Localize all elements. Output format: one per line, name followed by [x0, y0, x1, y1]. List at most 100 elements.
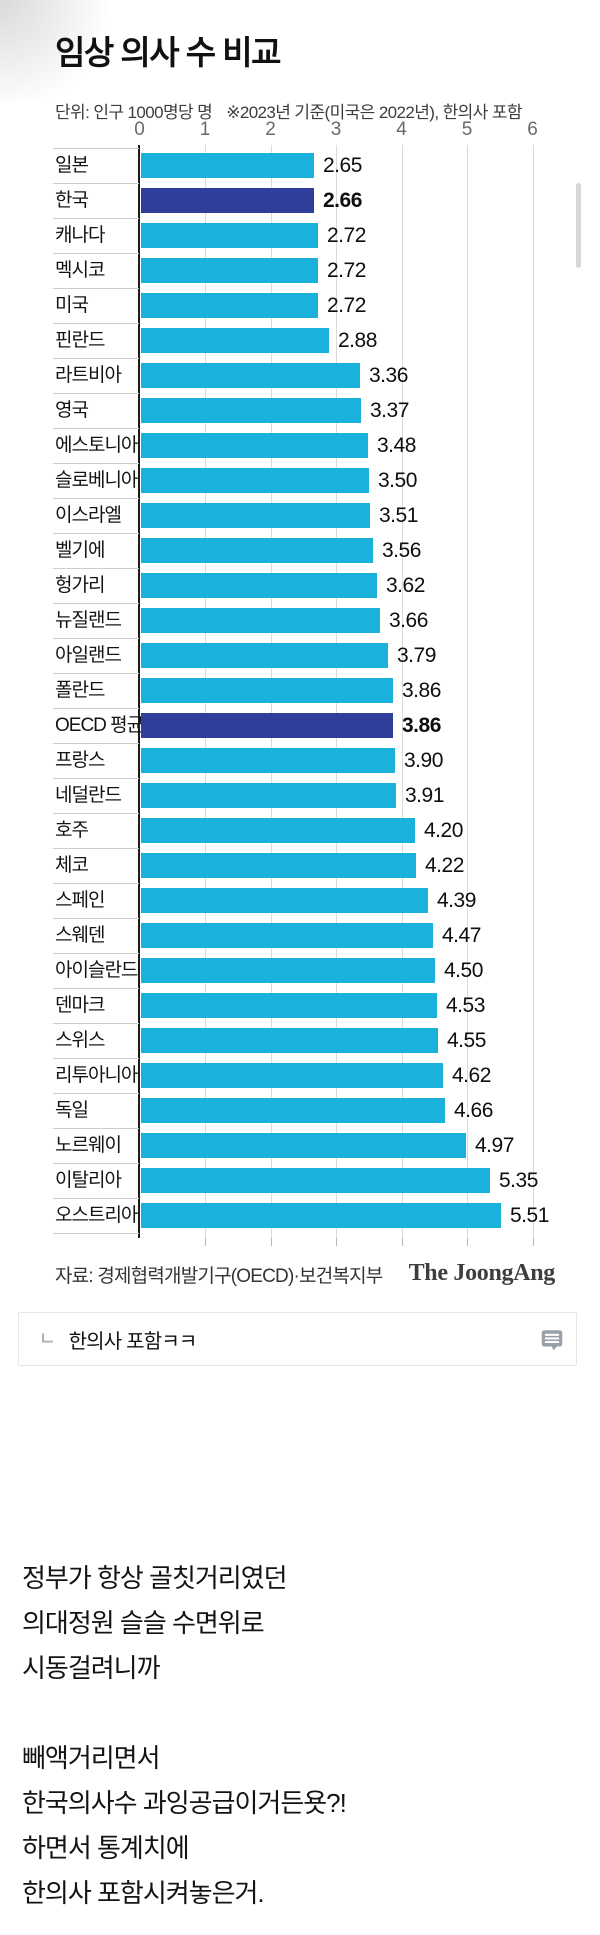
row-separator: [53, 883, 139, 884]
axis-tick: [467, 1238, 468, 1246]
bar: [141, 188, 314, 213]
row-separator: [53, 428, 139, 429]
commentary-line: 한국의사수 과잉공급이거든욧?!: [22, 1788, 347, 1818]
x-tick-label: 3: [330, 119, 342, 140]
bar-label: 슬로베니아: [55, 470, 138, 491]
bar-label: 덴마크: [55, 995, 105, 1016]
bar-value: 2.88: [338, 329, 377, 352]
chart-source: 자료: 경제협력개발기구(OECD)·보건복지부: [55, 1266, 383, 1287]
bar-value: 5.35: [499, 1169, 538, 1192]
row-separator: [53, 183, 139, 184]
row-separator: [53, 218, 139, 219]
bar: [141, 573, 377, 598]
bar-label: 이탈리아: [55, 1170, 122, 1191]
bar-value: 4.53: [446, 994, 485, 1017]
bar: [141, 888, 428, 913]
bar: [141, 748, 395, 773]
bar-value: 3.91: [405, 784, 444, 807]
bar-label: 한국: [55, 190, 89, 211]
bar-label: OECD 평균: [55, 715, 144, 736]
commentary-block: 정부가 항상 골칫거리였던 의대정원 슬슬 수면위로 시동걸려니까 빼액거리면서 한국…: [22, 1556, 347, 1916]
row-separator: [53, 988, 139, 989]
row-separator: [53, 1163, 139, 1164]
bar-value: 3.66: [389, 609, 428, 632]
commentary-line: 빼액거리면서: [22, 1743, 161, 1773]
bar-value: 4.20: [424, 819, 463, 842]
row-separator: [53, 813, 139, 814]
bar-value: 3.36: [369, 364, 408, 387]
bar: [141, 153, 314, 178]
bar-value: 3.51: [379, 504, 418, 527]
commentary-line: [22, 1691, 346, 1736]
bar: [141, 1098, 445, 1123]
row-separator: [53, 708, 139, 709]
bar: [141, 398, 361, 423]
bar-label: 폴란드: [55, 680, 105, 701]
row-separator: [53, 498, 139, 499]
bar: [141, 853, 416, 878]
bar-value: 4.97: [475, 1134, 514, 1157]
bar-label: 체코: [55, 855, 89, 876]
row-separator: [53, 1233, 139, 1234]
comment-text: 한의사 포함ㅋㅋ: [68, 1330, 198, 1353]
row-separator: [53, 1023, 139, 1024]
x-tick-label: 4: [396, 119, 407, 140]
commentary-line: 정부가 항상 골칫거리였던: [22, 1563, 288, 1593]
bar: [141, 1133, 466, 1158]
bar: [141, 223, 318, 248]
x-tick-label: 1: [199, 119, 211, 140]
axis-tick: [401, 1238, 403, 1246]
x-tick-label: 6: [527, 119, 538, 140]
bar: [141, 328, 329, 353]
bar-label: 호주: [55, 820, 89, 841]
bar-value: 3.90: [404, 749, 443, 772]
bar-label: 미국: [55, 295, 89, 316]
bar-label: 네덜란드: [55, 785, 122, 806]
bar: [141, 783, 396, 808]
row-separator: [53, 288, 139, 289]
bar: [141, 258, 318, 283]
row-separator: [53, 778, 139, 779]
comment-item[interactable]: ㄴ 한의사 포함ㅋㅋ: [18, 1312, 577, 1366]
bar-value: 4.66: [454, 1099, 493, 1122]
bar-value: 3.37: [370, 399, 409, 422]
row-separator: [53, 533, 139, 534]
bar-label: 라트비아: [55, 365, 122, 386]
row-separator: [53, 603, 139, 604]
bar-label: 스위스: [55, 1030, 105, 1051]
row-separator: [53, 1198, 139, 1199]
bar: [141, 433, 368, 458]
bar-value: 2.66: [323, 189, 362, 212]
grid-line: [401, 145, 403, 1238]
bar-label: 캐나다: [55, 225, 105, 246]
bar-value: 3.56: [382, 539, 421, 562]
row-separator: [53, 673, 139, 674]
bar: [141, 608, 380, 633]
x-tick-label: 5: [461, 119, 473, 140]
bar-value: 3.50: [378, 469, 417, 492]
bar: [141, 503, 370, 528]
chart-subtitle: 단위: 인구 1000명당 명 ※2023년 기준(미국은 2022년), 한의사…: [55, 101, 523, 125]
bar-label: 독일: [55, 1100, 89, 1121]
comment-bubble-icon[interactable]: [539, 1327, 565, 1353]
bar-value: 2.65: [323, 154, 362, 177]
bar-label: 리투아니아: [55, 1065, 138, 1086]
bar: [141, 923, 433, 948]
chart-ref-note: ※2023년 기준(미국은 2022년), 한의사 포함: [226, 103, 522, 122]
row-separator: [53, 358, 139, 359]
bar-value: 2.72: [327, 294, 366, 317]
bar-label: 헝가리: [55, 575, 105, 596]
bar-label: 프랑스: [55, 750, 105, 771]
bar-label: 에스토니아: [55, 435, 138, 456]
bar-value: 2.72: [327, 259, 366, 282]
bar-label: 스웨덴: [55, 925, 105, 946]
chart-unit-note: 단위: 인구 1000명당 명: [55, 103, 213, 122]
bar-label: 이스라엘: [55, 505, 122, 526]
commentary-line: 한의사 포함시켜놓은거.: [22, 1878, 265, 1908]
bar-value: 3.48: [377, 434, 416, 457]
scrollbar-thumb[interactable]: [576, 183, 581, 268]
chart-title: 임상 의사 수 비교: [55, 34, 282, 71]
bar-value: 4.50: [444, 959, 483, 982]
row-separator: [53, 638, 139, 639]
